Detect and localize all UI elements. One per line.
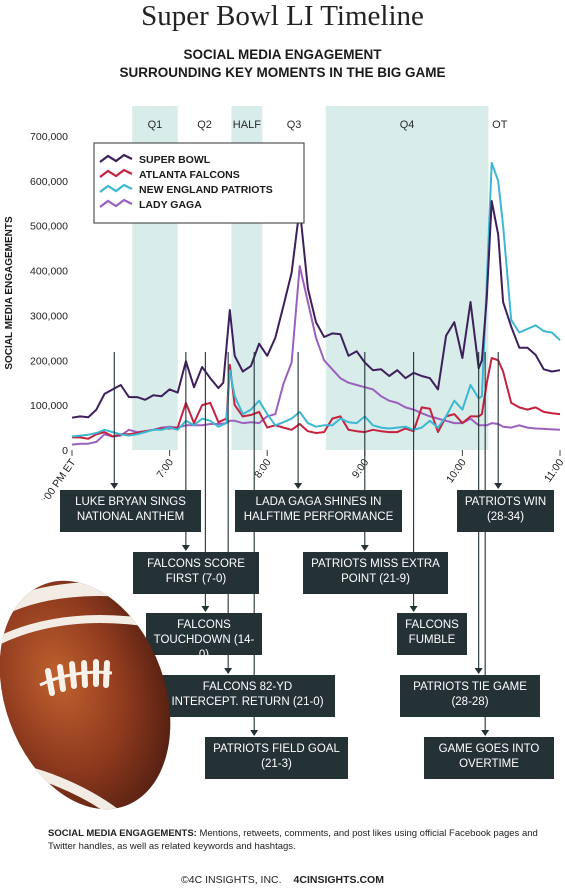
- event-line-2: TOUCHDOWN (14-0): [153, 634, 255, 661]
- event-callout: GAME GOES INTO OVERTIME: [424, 737, 554, 779]
- event-line-2: (28-34): [486, 511, 525, 523]
- period-label: OT: [492, 119, 508, 131]
- y-tick-label: 600,000: [30, 176, 68, 188]
- legend-swatch: [99, 183, 133, 193]
- legend-label: SUPER BOWL: [139, 154, 211, 166]
- event-callout: LUKE BRYAN SINGS NATIONAL ANTHEM: [60, 490, 201, 532]
- footnote: SOCIAL MEDIA ENGAGEMENTS: Mentions, retw…: [48, 827, 548, 853]
- x-tick-label: 11:00: [542, 457, 565, 485]
- legend-label: NEW ENGLAND PATRIOTS: [139, 184, 273, 196]
- legend-label: ATLANTA FALCONS: [139, 169, 240, 181]
- event-line-2: FIRST (7-0): [165, 573, 227, 585]
- event-arrow: [409, 606, 418, 612]
- event-callout: PATRIOTS TIE GAME (28-28): [400, 675, 540, 717]
- event-line-1: FALCONS SCORE: [147, 558, 245, 570]
- event-arrow: [474, 668, 483, 674]
- event-callout: FALCONS SCORE FIRST (7-0): [133, 552, 259, 594]
- football-illustration: [0, 580, 200, 815]
- event-line-1: FALCONS: [405, 619, 459, 631]
- event-arrow: [250, 730, 259, 736]
- y-tick-label: 400,000: [30, 266, 68, 278]
- copyright: ©4C INSIGHTS, INC.: [181, 874, 282, 886]
- event-line-1: FALCONS: [177, 619, 231, 631]
- event-callout: PATRIOTS FIELD GOAL (21-3): [205, 737, 348, 779]
- event-line-1: GAME GOES INTO: [438, 743, 540, 755]
- event-line-1: FALCONS 82-YD: [202, 681, 293, 693]
- period-label: HALF: [233, 119, 261, 131]
- event-arrow: [181, 545, 190, 551]
- chart-subtitle: SOCIAL MEDIA ENGAGEMENT SURROUNDING KEY …: [0, 46, 565, 82]
- event-arrow: [481, 730, 490, 736]
- page-title: Super Bowl LI Timeline: [141, 0, 424, 32]
- legend-swatch: [99, 168, 133, 178]
- subtitle-line-1: SOCIAL MEDIA ENGAGEMENT: [183, 47, 382, 62]
- subtitle-line-2: SURROUNDING KEY MOMENTS IN THE BIG GAME: [119, 65, 446, 80]
- series-line-super-bowl: [71, 200, 561, 419]
- y-tick-label: 700,000: [30, 131, 68, 143]
- event-line-2: FUMBLE: [408, 634, 456, 646]
- y-tick-label: 100,000: [30, 400, 68, 412]
- x-tick-label: 8:00: [252, 457, 274, 481]
- event-callout: PATRIOTS WIN (28-34): [457, 490, 554, 532]
- y-tick-label: 200,000: [30, 355, 68, 367]
- period-label: Q3: [287, 119, 302, 131]
- event-line-2: INTERCEPT. RETURN (21-0): [171, 696, 324, 708]
- event-arrow: [224, 668, 233, 674]
- y-tick-label: 500,000: [30, 221, 68, 233]
- legend-swatch: [99, 198, 133, 208]
- y-axis-title: SOCIAL MEDIA ENGAGEMENTS: [4, 216, 15, 370]
- series-lines: [71, 161, 561, 446]
- y-tick-label: 0: [62, 445, 68, 457]
- x-tick-label: 10:00: [444, 457, 469, 486]
- period-label: Q1: [148, 119, 163, 131]
- event-line-1: PATRIOTS WIN: [464, 496, 547, 508]
- event-line-1: PATRIOTS TIE GAME: [413, 681, 527, 693]
- x-tick-label: 9:00: [350, 457, 372, 481]
- event-callout: LADA GAGA SHINES IN HALFTIME PERFORMANCE: [235, 490, 402, 532]
- y-tick-label: 300,000: [30, 310, 68, 322]
- event-arrow: [201, 606, 210, 612]
- engagement-line-chart: Q1 Q2 HALF Q3 Q4 OT 0 100,000 200,000 300,000 400…: [4, 106, 565, 500]
- period-label: Q4: [400, 119, 415, 131]
- event-line-2: NATIONAL ANTHEM: [76, 511, 185, 523]
- legend-swatch: [99, 153, 133, 163]
- event-line-1: LADA GAGA SHINES IN: [255, 496, 382, 508]
- legend-label: LADY GAGA: [139, 199, 202, 211]
- website-link[interactable]: 4CINSIGHTS.COM: [293, 874, 384, 886]
- event-line-2: (21-3): [261, 758, 292, 770]
- event-line-1: PATRIOTS FIELD GOAL: [213, 743, 340, 755]
- x-tick-label: 7:00: [155, 457, 177, 481]
- credit-line: ©4C INSIGHTS, INC. 4CINSIGHTS.COM: [0, 874, 565, 886]
- event-line-1: PATRIOTS MISS EXTRA: [311, 558, 440, 570]
- legend: SUPER BOWL ATLANTA FALCONS NEW ENGLAND PAT…: [93, 142, 305, 224]
- event-callout: FALCONS TOUCHDOWN (14-0): [146, 613, 262, 661]
- event-line-1: LUKE BRYAN SINGS: [75, 496, 186, 508]
- event-line-2: POINT (21-9): [341, 573, 410, 585]
- event-arrow: [360, 545, 369, 551]
- event-callout: FALCONS FUMBLE: [397, 613, 467, 655]
- event-line-2: HALFTIME PERFORMANCE: [243, 511, 394, 523]
- footnote-text: Mentions, retweets, comments, and post l…: [48, 828, 538, 852]
- event-callout: FALCONS 82-YD INTERCEPT. RETURN (21-0): [160, 675, 335, 717]
- period-label: Q2: [197, 119, 212, 131]
- event-line-2: OVERTIME: [459, 758, 519, 770]
- footnote-label: SOCIAL MEDIA ENGAGEMENTS:: [48, 828, 197, 839]
- event-callout: PATRIOTS MISS EXTRA POINT (21-9): [303, 552, 448, 594]
- event-line-2: (28-28): [451, 696, 489, 708]
- period-band: [325, 106, 489, 450]
